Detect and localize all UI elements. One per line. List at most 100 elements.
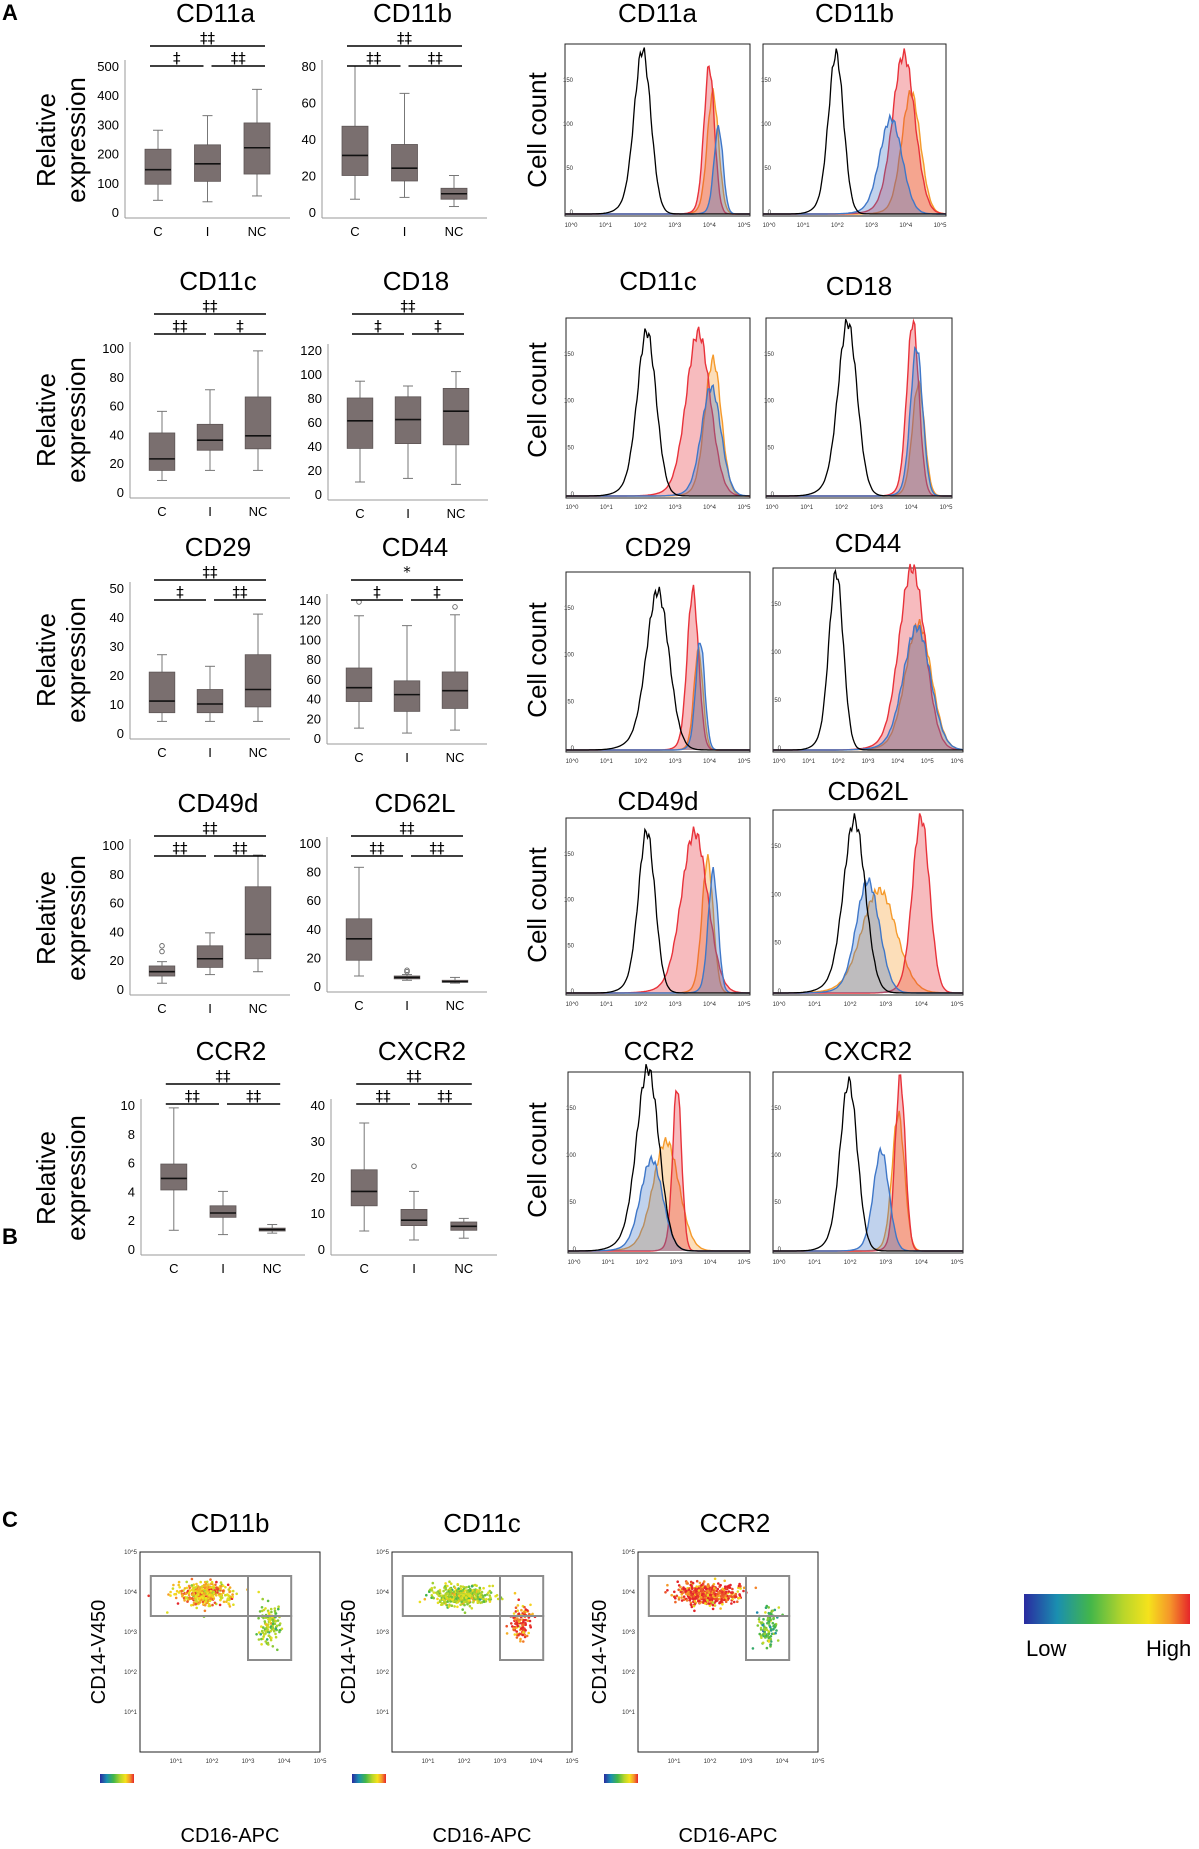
dotplot-point [278, 1622, 282, 1625]
dotplot-point [524, 1608, 528, 1611]
dotplot-point [262, 1626, 265, 1629]
histogram-curve-control [766, 318, 952, 497]
dotplot-point [192, 1583, 196, 1586]
dotplot-point [738, 1582, 741, 1586]
dotplot-point [435, 1592, 439, 1595]
y-tick-label: 150 [771, 1106, 782, 1112]
y-tick-label: 0 [318, 1242, 325, 1257]
dotplot-point [524, 1629, 527, 1632]
x-tick-label: I [406, 506, 410, 521]
significance-label: ‡‡ [233, 583, 249, 601]
dotplot-point [713, 1577, 717, 1581]
dotplot-point [183, 1599, 186, 1602]
significance-label: ‡‡ [397, 29, 413, 47]
dotplot-point [742, 1589, 745, 1593]
dotplot-point [456, 1583, 460, 1586]
dotplot-point [488, 1600, 492, 1603]
box [209, 1205, 237, 1218]
dotplot-point [690, 1587, 694, 1590]
x-tick-label: NC [263, 1261, 282, 1276]
dotplot-point [701, 1592, 704, 1596]
dotplot-point [754, 1586, 758, 1590]
y-axis-label: Cell count [522, 341, 552, 457]
y-tick-label: 100 [771, 1153, 782, 1159]
dotplot-point [277, 1605, 280, 1608]
dotplot-point [468, 1604, 472, 1608]
dotplot-point [525, 1634, 529, 1638]
dotplot-point [769, 1635, 773, 1638]
dotplot-point [726, 1586, 730, 1589]
y-tick-label: 20 [110, 953, 124, 968]
histogram-curve-control [773, 813, 963, 994]
dotplot-point [742, 1586, 746, 1590]
dotplot-point [231, 1589, 235, 1593]
dotplot-point [703, 1595, 707, 1598]
dotplot-point [724, 1594, 727, 1597]
dotplot-point [488, 1584, 491, 1588]
x-tick-label: 10^2 [634, 1002, 647, 1008]
dotplot-point [709, 1598, 713, 1601]
dotplot-point [467, 1599, 471, 1602]
histogram-frame [565, 571, 751, 753]
dotplot-point [206, 1585, 209, 1589]
y-tick-label: 100 [764, 399, 775, 405]
dotplot-point [700, 1587, 704, 1591]
y-tick-label: 50 [567, 699, 574, 705]
dotplot-point [687, 1588, 691, 1591]
histogram-fill-blue [766, 348, 952, 496]
x-tick-label: I [208, 504, 212, 519]
y-tick-label: 100 [299, 632, 321, 647]
x-tick-label: 10^0 [566, 505, 579, 511]
dotplot-point [186, 1600, 189, 1603]
x-tick-label: I [208, 1001, 212, 1016]
dotplot-point [528, 1619, 532, 1623]
dotplot-point [707, 1584, 710, 1588]
dotplot-point [757, 1618, 761, 1621]
significance-label: ‡ [173, 49, 181, 67]
histogram-title: CD62L [828, 776, 909, 806]
dotplot-point [677, 1596, 681, 1599]
x-tick-label: 10^2 [206, 1759, 219, 1765]
x-tick-label: 10^4 [899, 223, 912, 229]
dotplot-point [515, 1630, 518, 1633]
x-tick-label: 10^1 [600, 1002, 613, 1008]
x-tick-label: 10^3 [494, 1759, 507, 1765]
y-axis-label: CD14-V450 [88, 1600, 110, 1705]
y-tick-label: 40 [311, 1098, 325, 1113]
dotplot-point [706, 1597, 710, 1600]
significance-label: ‡‡ [430, 839, 446, 857]
dotplot-point [505, 1624, 509, 1628]
dotplot-point [447, 1599, 451, 1602]
histogram-title: CD29 [625, 532, 691, 562]
dotplot-frame [637, 1551, 819, 1753]
dotplot-point [764, 1611, 767, 1614]
dotplot-point [449, 1589, 453, 1592]
dotplot-point [519, 1637, 522, 1641]
dotplot-point [211, 1603, 214, 1607]
dotplot-point [208, 1599, 212, 1603]
dotplot-point [459, 1603, 462, 1607]
y-axis-label-line1: Relative [31, 1131, 61, 1225]
box-title: CD11b [373, 0, 452, 28]
x-tick-label: 10^0 [566, 1002, 579, 1008]
dotplot-point [449, 1593, 453, 1597]
dotplot-point [271, 1618, 275, 1621]
y-tick-label: 100 [771, 892, 782, 898]
dotplot-point [260, 1637, 263, 1641]
dotplot-point [511, 1625, 514, 1628]
y-tick-label: 0 [771, 492, 775, 498]
box [196, 423, 224, 451]
dotplot-point [444, 1588, 448, 1591]
dotplot-point [522, 1631, 525, 1634]
dotplot-point [201, 1600, 205, 1604]
dotplot-point [192, 1588, 195, 1591]
dotplot-point [732, 1600, 736, 1604]
y-tick-label: 10 [121, 1098, 135, 1113]
dotplot-point [188, 1597, 191, 1600]
dotplot-point [731, 1591, 734, 1594]
x-tick-label: 10^1 [170, 1759, 183, 1765]
x-tick-label: 10^3 [670, 1260, 683, 1266]
hist-ccr2: CCR2 10^0 10^1 10^2 10^3 10^4 10^5 0 50 100 150 Cel… [522, 1036, 751, 1266]
